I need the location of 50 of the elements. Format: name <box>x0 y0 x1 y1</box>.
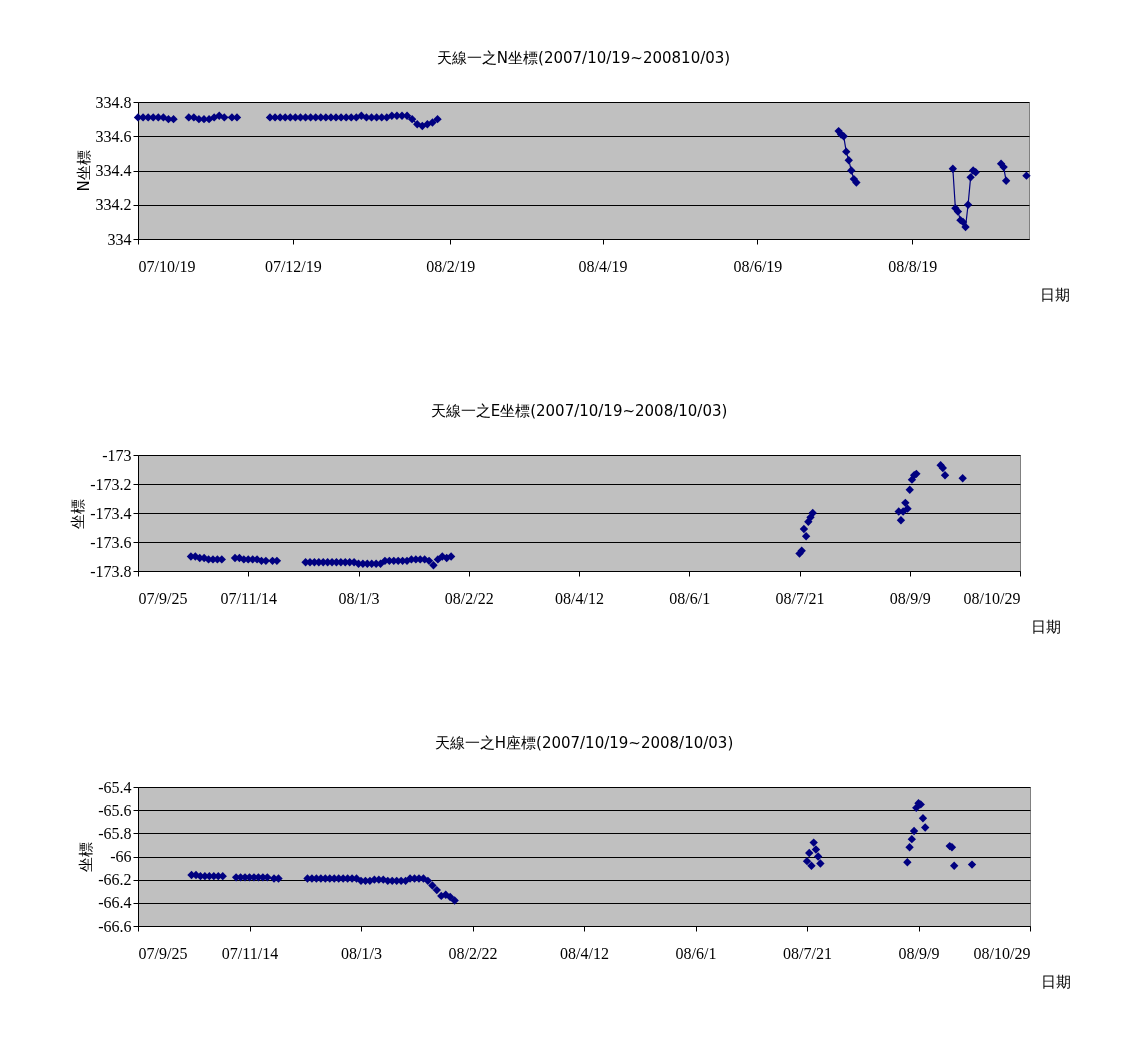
y-tick-label: 334.2 <box>95 196 132 214</box>
x-axis-title: 日期 <box>1039 285 1070 304</box>
x-tick-label: 07/11/14 <box>221 944 279 962</box>
x-tick-label: 07/9/25 <box>138 944 188 962</box>
chart-title: 天線一之E坐標(2007/10/19~2008/10/03) <box>430 402 728 420</box>
x-tick-label: 08/6/1 <box>675 944 717 962</box>
x-tick-label: 08/4/19 <box>578 257 628 275</box>
y-tick-label: -173 <box>102 446 132 464</box>
x-tick-label: 08/4/12 <box>560 944 609 962</box>
y-tick-label: 334.4 <box>95 162 132 179</box>
chart-title: 天線一之N坐標(2007/10/19~200810/03) <box>436 49 731 67</box>
y-tick-label: -173.8 <box>90 562 132 580</box>
x-tick-label: 08/6/1 <box>669 589 711 607</box>
x-tick-label: 07/9/25 <box>138 589 188 607</box>
y-tick-label: -65.8 <box>98 824 132 842</box>
y-tick-label: -173.4 <box>90 504 132 522</box>
y-tick-label: -65.6 <box>98 801 132 819</box>
x-tick-label: 08/2/19 <box>426 257 476 275</box>
y-tick-label: -66 <box>110 848 132 865</box>
y-axis-title: 坐標 <box>77 842 96 872</box>
y-axis-title: N坐標 <box>74 150 93 192</box>
x-tick-label: 08/8/19 <box>888 257 938 275</box>
x-tick-label: 07/10/19 <box>138 257 196 275</box>
x-axis-title: 日期 <box>1030 617 1061 636</box>
y-tick-label: 334.8 <box>95 93 132 111</box>
y-tick-label: -66.6 <box>98 917 132 935</box>
y-tick-label: 334 <box>107 230 132 248</box>
y-axis-title: 坐標 <box>69 498 88 529</box>
x-tick-label: 08/6/19 <box>733 257 783 275</box>
x-tick-label: 08/1/3 <box>341 944 382 962</box>
y-tick-label: -66.2 <box>98 871 132 889</box>
x-axis-title: 日期 <box>1040 972 1071 991</box>
y-tick-label: -66.4 <box>98 894 132 912</box>
y-tick-label: -173.6 <box>90 533 132 551</box>
x-tick-label: 08/7/21 <box>775 589 825 607</box>
x-tick-label: 07/12/19 <box>264 257 322 275</box>
x-tick-label: 08/1/3 <box>338 589 380 607</box>
x-tick-label: 08/2/22 <box>444 589 494 607</box>
x-tick-label: 08/9/9 <box>898 944 940 962</box>
y-tick-label: 334.6 <box>95 127 132 145</box>
y-tick-label: -65.4 <box>98 778 132 796</box>
x-tick-label: 08/10/29 <box>973 944 1031 962</box>
chart-title: 天線一之H座標(2007/10/19~2008/10/03) <box>434 734 734 752</box>
x-tick-label: 08/2/22 <box>448 944 498 962</box>
x-tick-label: 08/4/12 <box>555 589 604 607</box>
x-tick-label: 08/7/21 <box>783 944 832 962</box>
x-tick-label: 07/11/14 <box>220 589 277 607</box>
y-tick-label: -173.2 <box>90 475 132 493</box>
x-tick-label: 08/9/9 <box>889 589 931 607</box>
x-tick-label: 08/10/29 <box>963 589 1021 607</box>
